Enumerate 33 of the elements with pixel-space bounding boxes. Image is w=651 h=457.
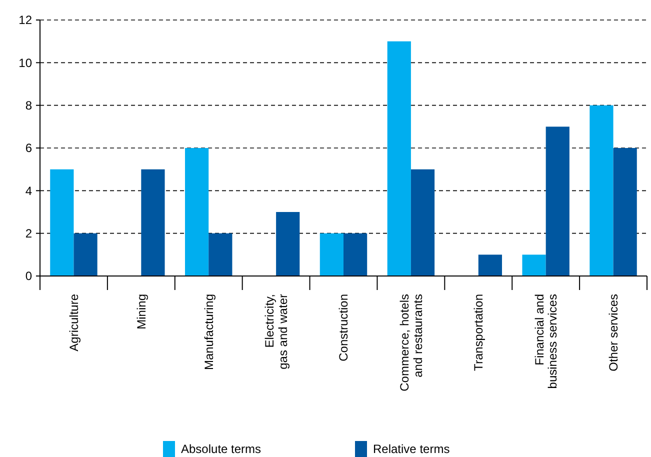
bar [74,233,98,276]
bar [410,169,435,276]
bar [613,148,637,276]
x-tick-label: Financial and business services [532,294,560,389]
x-tick-label: Construction [336,294,351,362]
bar [208,233,232,276]
bar [276,212,300,276]
bar [344,233,368,276]
y-tick-label: 0 [25,269,32,284]
y-tick-label: 6 [25,141,32,156]
y-tick-label: 10 [18,56,32,70]
y-tick-label: 4 [25,184,32,198]
x-tick-label: Other services [606,294,620,372]
bar [546,126,570,276]
bar [141,169,165,276]
bar [50,169,74,276]
y-tick-label: 2 [25,226,32,241]
bar [590,105,614,276]
bar [320,233,344,276]
x-tick-label: Transportation [472,294,486,371]
x-tick-label: Agriculture [66,294,81,352]
x-tick-label: Manufacturing [202,294,216,370]
bar [478,254,502,276]
y-tick-label: 8 [25,98,32,113]
x-tick-label: Mining [134,294,148,330]
x-tick-label: Electricity, gas and water [262,294,290,370]
bar [522,254,546,276]
legend-label: Relative terms [373,442,450,456]
bar [387,41,411,276]
x-tick-label: Commerce, hotels and restaurants [398,294,425,392]
legend-label: Absolute terms [181,442,262,456]
bar [185,148,209,276]
y-tick-label: 12 [18,13,32,28]
